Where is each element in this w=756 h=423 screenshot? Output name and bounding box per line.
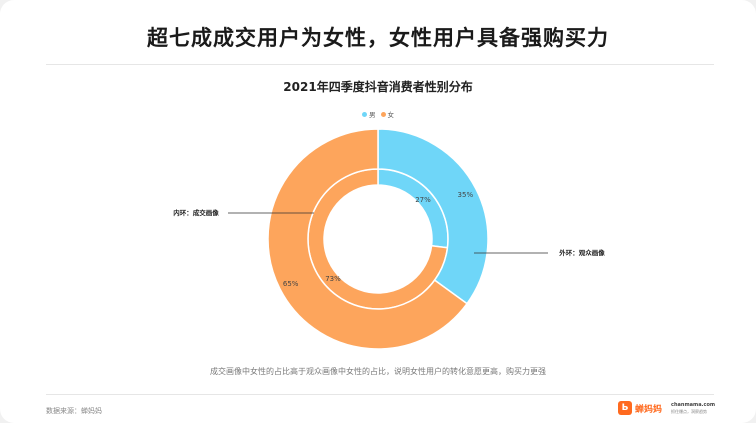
brand-logo-icon: Ь (618, 401, 632, 415)
outer-ring-slice-female (267, 128, 469, 350)
page-title: 超七成成交用户为女性，女性用户具备强购买力 (147, 26, 609, 50)
legend-label-male: 男 (369, 111, 376, 119)
top-divider (46, 64, 714, 65)
brand-logo-group: Ь 蝉妈妈 (618, 401, 662, 415)
inner-annotation-label: 内环：成交画像 (173, 208, 219, 217)
chart-legend: 男 女 (362, 109, 396, 119)
outer-value-label-male: 35% (458, 191, 474, 199)
legend-item-female: 女 (380, 109, 395, 119)
bottom-divider (46, 394, 714, 395)
outer-ring-slice-male (377, 128, 489, 305)
brand-site: chanmama.com (671, 402, 716, 408)
brand-name: 蝉妈妈 (635, 404, 663, 415)
outer-value-label-female: 65% (283, 280, 299, 288)
legend-item-male: 男 (362, 109, 376, 119)
inner-value-label-female: 73% (325, 275, 341, 283)
legend-swatch-male (362, 111, 367, 117)
outer-annotation-label: 外环：观众画像 (559, 248, 605, 257)
legend-label-female: 女 (387, 111, 395, 119)
chart-title: 2021年四季度抖音消费者性别分布 (283, 80, 473, 94)
legend-swatch-female (380, 111, 386, 117)
data-source: 数据来源：蝉妈妈 (46, 407, 102, 415)
brand-slogan: 抓住爆点，洞察趋势 (671, 409, 707, 414)
inner-value-label-male: 27% (415, 196, 431, 204)
chart-caption: 成交画像中女性的占比高于观众画像中女性的占比，说明女性用户的转化意愿更高，购买力… (210, 367, 546, 376)
